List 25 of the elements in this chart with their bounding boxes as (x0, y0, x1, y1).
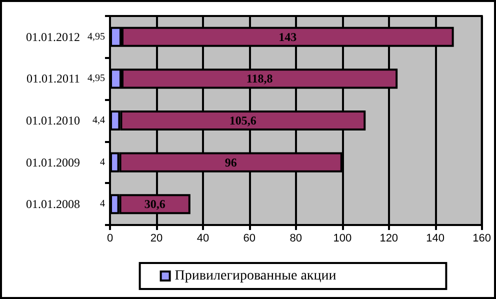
data-label: 30,6 (144, 197, 166, 212)
x-tick-label: 140 (426, 232, 445, 244)
data-label: 4,4 (92, 115, 105, 126)
x-tick-label: 80 (290, 232, 302, 244)
x-tick-label: 100 (333, 232, 352, 244)
y-tick-label: 01.01.2012 (26, 30, 80, 44)
data-label: 143 (278, 30, 297, 44)
x-tick-label: 60 (243, 232, 256, 244)
y-tick-label: 01.01.2008 (26, 197, 80, 212)
x-tick-label: 20 (150, 232, 163, 244)
data-label: 118,8 (246, 72, 273, 86)
x-tick-label: 40 (196, 232, 210, 244)
data-label: 4 (100, 198, 105, 210)
x-tick-label: 0 (106, 232, 114, 244)
data-label: 96 (224, 155, 237, 170)
y-tick-label: 01.01.2009 (26, 155, 80, 170)
data-label: 4,95 (88, 31, 105, 42)
data-label: 4,95 (88, 73, 105, 84)
y-tick-label: 01.01.2011 (26, 72, 80, 86)
data-label: 4 (100, 156, 105, 168)
legend-label: Привилегированные акции (174, 268, 337, 284)
x-tick-label: 160 (472, 232, 492, 244)
y-tick-label: 01.01.2010 (26, 114, 80, 128)
x-tick-label: 120 (380, 232, 398, 244)
data-label: 105,6 (229, 114, 256, 128)
